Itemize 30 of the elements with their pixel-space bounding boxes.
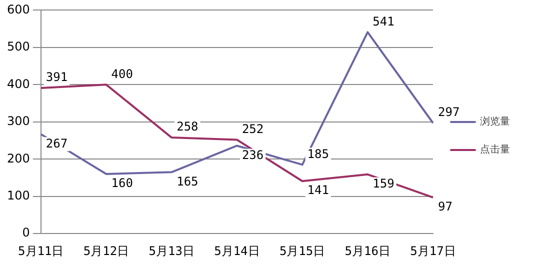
y-tick-label: 300 (7, 114, 30, 128)
data-label: 267 (46, 136, 68, 150)
x-tick-label: 5月12日 (83, 244, 130, 258)
x-tick-label: 5月11日 (18, 244, 64, 258)
data-label: 258 (176, 120, 198, 134)
data-label: 541 (372, 14, 394, 28)
y-tick-label: 400 (7, 76, 30, 91)
y-tick-label: 600 (7, 2, 30, 16)
data-label: 141 (307, 183, 329, 198)
data-label: 236 (242, 148, 264, 162)
data-label: 185 (307, 146, 329, 161)
data-label: 400 (111, 66, 133, 81)
y-tick-label: 100 (7, 188, 30, 202)
y-tick-label: 500 (7, 40, 30, 54)
data-label: 160 (111, 176, 133, 190)
x-tick-label: 5月17日 (410, 244, 456, 258)
data-label: 252 (242, 122, 264, 136)
data-label: 297 (438, 105, 460, 120)
x-tick-label: 5月15日 (279, 244, 326, 258)
y-tick-label: 0 (22, 226, 30, 240)
legend-label: 浏览量 (480, 116, 510, 128)
data-label: 97 (438, 200, 452, 214)
x-tick-label: 5月16日 (344, 244, 390, 258)
data-label: 159 (372, 176, 394, 191)
data-label: 391 (46, 70, 68, 84)
legend-label: 点击量 (480, 144, 510, 156)
data-label: 165 (176, 174, 198, 188)
x-tick-label: 5月13日 (148, 244, 194, 258)
x-tick-label: 5月14日 (214, 244, 260, 258)
y-tick-label: 200 (7, 151, 30, 166)
